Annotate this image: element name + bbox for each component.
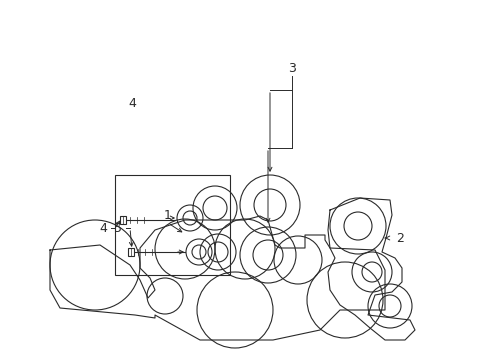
Text: 3: 3: [287, 62, 295, 75]
Bar: [115, 175, 229, 275]
Text: 4: 4: [128, 96, 136, 109]
Text: 5: 5: [114, 221, 122, 234]
Text: 2: 2: [395, 231, 403, 244]
Bar: [120, 216, 126, 224]
Text: 4: 4: [99, 221, 107, 234]
Bar: [128, 248, 134, 256]
Text: 1: 1: [164, 208, 172, 221]
